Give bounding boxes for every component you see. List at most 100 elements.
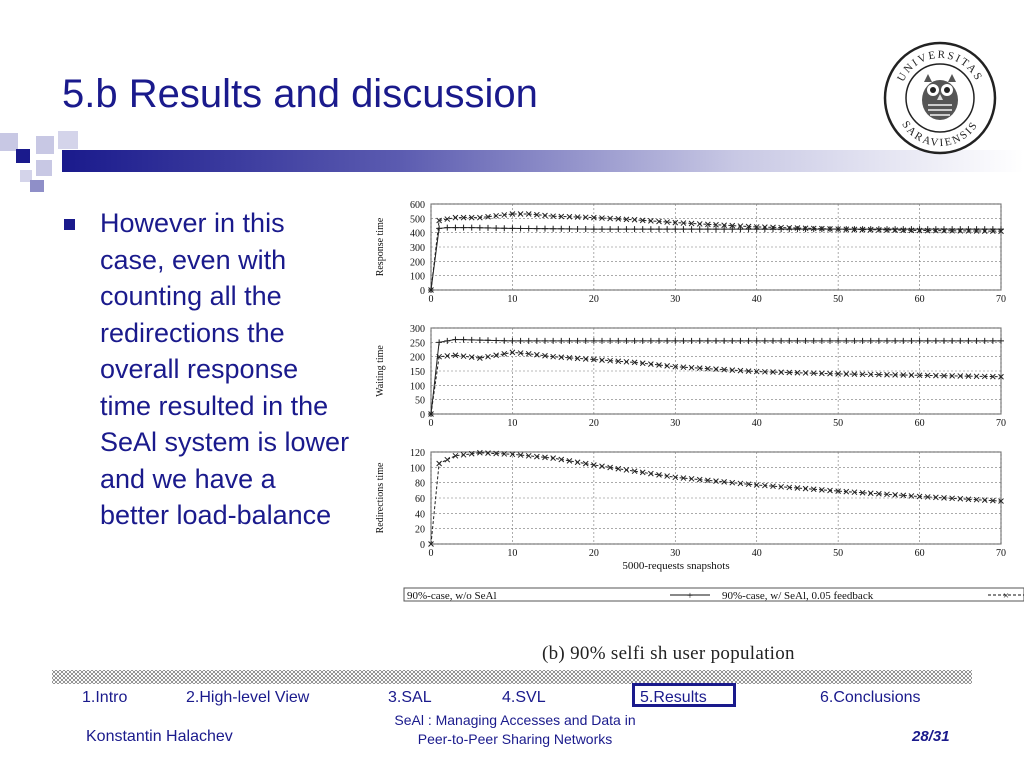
data-point-plus (875, 226, 882, 233)
x-tick-label: 50 (833, 418, 843, 429)
data-point-x (436, 353, 442, 360)
data-point-x (973, 373, 980, 380)
data-point-x (933, 494, 939, 501)
data-point-x (558, 213, 565, 220)
x-tick-label: 0 (429, 418, 434, 429)
y-tick-label: 150 (410, 367, 425, 378)
data-point-plus (729, 226, 736, 233)
data-point-plus (444, 224, 451, 231)
data-point-x (867, 490, 874, 497)
data-point-x (762, 368, 768, 375)
data-point-x (843, 488, 850, 495)
data-point-x (990, 228, 996, 235)
data-point-plus (941, 337, 947, 344)
x-tick-label: 70 (996, 548, 1006, 559)
x-tick-label: 20 (589, 548, 599, 559)
data-point-x (745, 481, 752, 488)
data-point-plus (818, 337, 825, 344)
data-point-plus (794, 337, 801, 344)
data-point-plus (550, 337, 557, 344)
data-point-plus (916, 337, 923, 344)
data-point-x (656, 471, 662, 478)
y-tick-label: 100 (410, 463, 425, 474)
author-name: Konstantin Halachev (86, 728, 233, 745)
data-point-x (436, 217, 442, 224)
y-tick-label: 20 (415, 525, 425, 536)
x-tick-label: 10 (507, 294, 517, 305)
data-point-x (965, 373, 972, 380)
data-point-x (973, 496, 980, 503)
data-point-plus (590, 226, 597, 233)
data-point-x (876, 371, 882, 378)
data-point-x (810, 225, 817, 232)
data-point-x (721, 479, 727, 485)
data-point-x (705, 221, 711, 228)
y-tick-label: 60 (415, 494, 425, 505)
data-point-x (574, 459, 581, 466)
data-point-plus (509, 225, 516, 232)
data-point-plus (599, 226, 605, 233)
nav-item-high-level-view[interactable]: 2.High-level View (186, 689, 310, 706)
y-tick-label: 0 (420, 410, 425, 421)
data-point-plus (550, 225, 557, 232)
x-tick-label: 50 (833, 548, 843, 559)
data-point-x (460, 353, 467, 360)
data-point-x (778, 483, 784, 490)
data-point-x (786, 369, 793, 376)
data-point-plus (696, 226, 703, 233)
data-point-x (672, 363, 679, 370)
data-point-plus (631, 337, 638, 344)
x-tick-label: 30 (670, 294, 680, 305)
nav-item-svl[interactable]: 4.SVL (502, 689, 546, 706)
data-point-x (867, 371, 874, 378)
data-point-x (819, 487, 825, 493)
data-point-plus (835, 337, 842, 344)
data-point-plus (957, 337, 964, 344)
data-point-plus (859, 337, 866, 344)
data-point-x (468, 354, 475, 360)
legend-marker-plus: + (687, 590, 693, 602)
data-point-plus (704, 226, 711, 233)
data-point-x (550, 353, 556, 360)
data-point-plus (509, 337, 516, 344)
data-point-x (623, 358, 630, 365)
data-point-plus (574, 337, 581, 344)
data-point-x (558, 456, 565, 463)
nav-item-intro[interactable]: 1.Intro (82, 689, 128, 706)
data-point-x (884, 371, 890, 378)
nav-active-indicator (632, 683, 736, 707)
x-tick-label: 0 (429, 294, 434, 305)
data-point-plus (753, 337, 760, 344)
nav-item-results[interactable]: 5.Results (640, 689, 707, 706)
data-point-x (696, 221, 703, 227)
data-point-x (607, 215, 613, 222)
data-point-plus (599, 337, 605, 344)
data-point-x (444, 353, 451, 359)
data-point-x (957, 228, 964, 234)
x-tick-label: 70 (996, 294, 1006, 305)
data-point-x (599, 357, 605, 363)
data-point-x (851, 489, 858, 496)
y-tick-label: 200 (410, 353, 425, 364)
nav-item-sal[interactable]: 3.SAL (388, 689, 432, 706)
data-point-plus (737, 337, 744, 344)
data-point-plus (672, 226, 679, 233)
data-point-x (648, 361, 654, 367)
data-point-plus (485, 224, 491, 231)
data-point-x (664, 219, 670, 225)
data-point-x (729, 479, 736, 486)
footer-dotted-bar (52, 670, 972, 684)
data-point-x (908, 372, 915, 379)
chart-panel-1: 0 100 200 300 400 500 600 0 10 20 30 40 50 60 70 Respon… (375, 200, 1006, 305)
nav-item-conclusions[interactable]: 6.Conclusions (820, 689, 921, 706)
data-point-x (615, 216, 622, 222)
x-tick-label: 10 (507, 548, 517, 559)
data-point-x (900, 372, 907, 378)
data-point-x (949, 495, 955, 502)
x-axis-label: 5000-requests snapshots (622, 560, 729, 572)
data-point-x (631, 468, 638, 475)
data-point-x (582, 460, 589, 467)
data-point-x (672, 219, 679, 226)
legend-entry-1: 90%-case, w/o SeAl (407, 590, 497, 602)
data-point-x (981, 373, 988, 380)
